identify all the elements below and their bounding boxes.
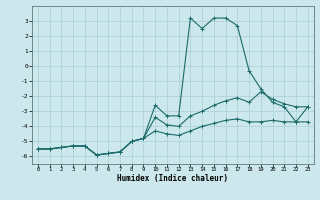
X-axis label: Humidex (Indice chaleur): Humidex (Indice chaleur) bbox=[117, 174, 228, 183]
